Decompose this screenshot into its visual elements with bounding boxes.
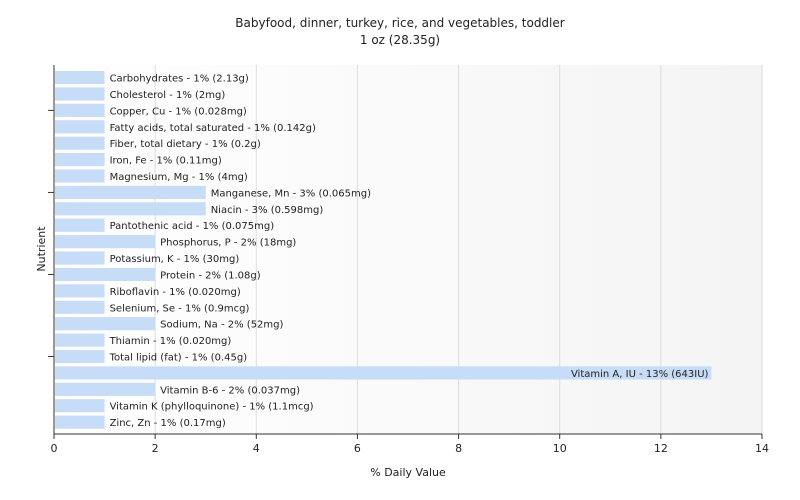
bar-label: Zinc, Zn - 1% (0.17mg) xyxy=(110,418,226,429)
bar-label: Pantothenic acid - 1% (0.075mg) xyxy=(110,221,275,232)
bar xyxy=(55,87,105,101)
x-tick-label: 2 xyxy=(152,442,159,455)
bar-label: Thiamin - 1% (0.020mg) xyxy=(109,336,232,347)
bar-label: Vitamin K (phylloquinone) - 1% (1.1mcg) xyxy=(110,402,314,413)
bar xyxy=(55,251,105,265)
bar-label: Copper, Cu - 1% (0.028mg) xyxy=(110,106,247,117)
bar-label: Potassium, K - 1% (30mg) xyxy=(110,254,240,265)
bar xyxy=(55,71,105,85)
bar xyxy=(55,103,105,117)
x-tick-label: 14 xyxy=(755,442,769,455)
x-tick-label: 4 xyxy=(253,442,260,455)
bar xyxy=(55,267,156,282)
bar xyxy=(55,415,105,429)
bar xyxy=(55,120,105,134)
x-tick-label: 12 xyxy=(654,442,668,455)
bar-label: Niacin - 3% (0.598mg) xyxy=(211,205,324,216)
bar xyxy=(55,136,105,150)
bar xyxy=(55,399,105,413)
bar xyxy=(55,382,156,396)
x-tick-label: 8 xyxy=(455,442,462,455)
x-tick-labels: 0 2 4 6 8 10 12 14 xyxy=(51,442,770,455)
x-tick-label: 0 xyxy=(51,442,58,455)
bar xyxy=(55,153,105,167)
bar-label: Selenium, Se - 1% (0.9mcg) xyxy=(110,303,250,314)
bar-label: Vitamin A, IU - 13% (643IU) xyxy=(571,369,709,380)
x-tick-label: 10 xyxy=(553,442,567,455)
bar-labels: Carbohydrates - 1% (2.13g) Cholesterol - … xyxy=(109,74,709,430)
bar-label: Iron, Fe - 1% (0.11mg) xyxy=(110,156,222,167)
bar xyxy=(55,366,712,380)
bar-label: Cholesterol - 1% (2mg) xyxy=(110,90,226,101)
bar-label: Riboflavin - 1% (0.020mg) xyxy=(110,287,241,298)
bar xyxy=(55,235,156,249)
chart-title: Babyfood, dinner, turkey, rice, and vege… xyxy=(235,16,564,30)
y-axis-title: Nutrient xyxy=(35,226,48,272)
bar xyxy=(55,300,105,314)
bar xyxy=(55,349,105,364)
bar-label: Fiber, total dietary - 1% (0.2g) xyxy=(110,139,261,150)
bar-label: Carbohydrates - 1% (2.13g) xyxy=(110,74,249,85)
bar xyxy=(55,202,206,216)
bar xyxy=(55,333,105,347)
bar-label: Magnesium, Mg - 1% (4mg) xyxy=(110,172,248,183)
bar-label: Phosphorus, P - 2% (18mg) xyxy=(160,238,296,249)
x-axis-title: % Daily Value xyxy=(370,466,446,479)
axes xyxy=(48,65,763,439)
bar-label: Vitamin B-6 - 2% (0.037mg) xyxy=(160,385,300,396)
bar xyxy=(55,284,105,298)
x-tick-label: 6 xyxy=(354,442,361,455)
bar-label: Protein - 2% (1.08g) xyxy=(160,270,261,281)
bar xyxy=(55,317,156,331)
bar-label: Total lipid (fat) - 1% (0.45g) xyxy=(109,353,248,364)
bar-label: Manganese, Mn - 3% (0.065mg) xyxy=(211,188,371,199)
bar-label: Sodium, Na - 2% (52mg) xyxy=(160,320,283,331)
bars xyxy=(55,71,712,429)
bar-label: Fatty acids, total saturated - 1% (0.142… xyxy=(110,123,316,134)
bar xyxy=(55,185,206,199)
bar xyxy=(55,218,105,232)
chart-subtitle: 1 oz (28.35g) xyxy=(360,33,440,47)
bar xyxy=(55,169,105,183)
